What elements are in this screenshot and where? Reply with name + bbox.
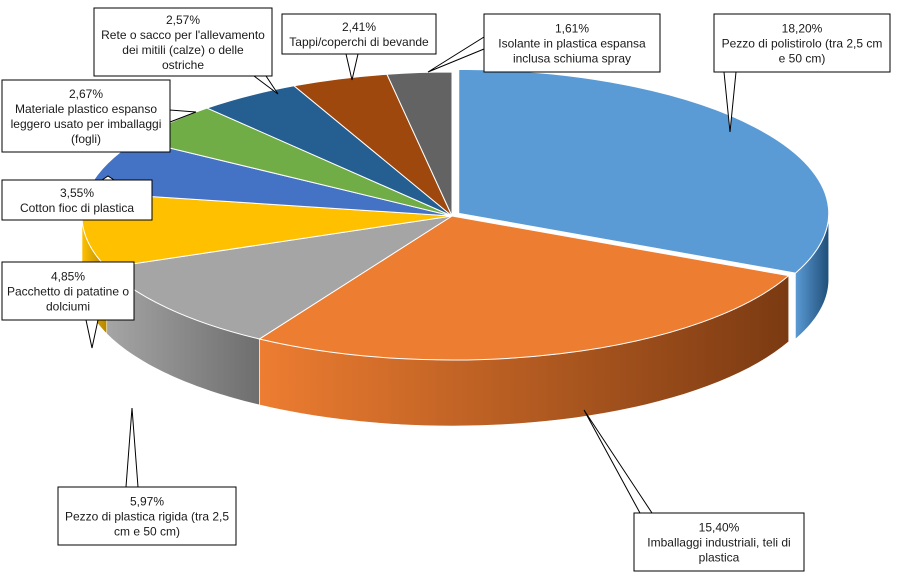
slice-category-label: dei mitili (calze) o delle — [122, 43, 244, 57]
slice-percent-label: 3,55% — [60, 186, 94, 200]
slice-percent-label: 4,85% — [51, 270, 85, 284]
pie-slice — [458, 68, 830, 274]
slice-percent-label: 2,41% — [342, 20, 376, 34]
callout-leader — [85, 319, 99, 349]
slice-category-label: (fogli) — [71, 132, 101, 146]
slice-percent-label: 1,61% — [555, 22, 589, 36]
slice-category-label: dolciumi — [46, 300, 90, 314]
callout-box: 18,20%Pezzo di polistirolo (tra 2,5 cme … — [713, 13, 891, 73]
slice-category-label: Isolante in plastica espansa — [498, 37, 646, 51]
slice-category-label: cm e 50 cm) — [114, 525, 180, 539]
callout-box: 3,55%Cotton fioc di plastica — [1, 179, 153, 221]
callout-boxes: 18,20%Pezzo di polistirolo (tra 2,5 cme … — [1, 7, 891, 572]
slice-category-label: Pezzo di polistirolo (tra 2,5 cm — [722, 37, 883, 51]
callout-frame — [1, 179, 153, 221]
callout-leader — [583, 409, 653, 514]
slice-category-label: Materiale plastico espanso — [15, 102, 157, 116]
callout-box: 15,40%Imballaggi industriali, teli dipla… — [633, 512, 805, 572]
slice-category-label: ostriche — [162, 58, 204, 72]
callout-frame — [1, 79, 171, 153]
slice-percent-label: 2,67% — [69, 87, 103, 101]
slice-category-label: inclusa schiuma spray — [513, 52, 631, 66]
callout-leader — [125, 407, 139, 488]
slice-percent-label: 18,20% — [782, 22, 823, 36]
callout-box: 5,97%Pezzo di plastica rigida (tra 2,5cm… — [57, 486, 237, 546]
callout-frame — [57, 486, 237, 546]
callout-leaders — [85, 36, 737, 514]
callout-box: 2,41%Tappi/coperchi di bevande — [281, 13, 437, 55]
slice-category-label: Imballaggi industriali, teli di — [647, 536, 790, 550]
slice-percent-label: 5,97% — [130, 495, 164, 509]
slice-category-label: e 50 cm) — [779, 52, 826, 66]
slice-category-label: plastica — [699, 551, 740, 565]
callout-box: 1,61%Isolante in plastica espansainclusa… — [483, 13, 661, 73]
callout-frame — [483, 13, 661, 73]
slice-category-label: Tappi/coperchi di bevande — [289, 35, 429, 49]
slice-category-label: leggero usato per imballaggi — [11, 117, 162, 131]
callout-frame — [281, 13, 437, 55]
callout-leader — [345, 53, 359, 81]
callout-frame — [1, 261, 135, 321]
pie-slice — [258, 215, 790, 361]
slice-category-label: Rete o sacco per l'allevamento — [101, 28, 265, 42]
callout-frame — [93, 7, 273, 77]
callout-frame — [633, 512, 805, 572]
slice-category-label: Cotton fioc di plastica — [20, 201, 134, 215]
pie-slice — [386, 71, 453, 217]
slice-percent-label: 15,40% — [699, 521, 740, 535]
slice-category-label: Pacchetto di patatine o — [7, 285, 129, 299]
slice-percent-label: 2,57% — [166, 13, 200, 27]
pie-slices — [81, 68, 830, 361]
slice-category-label: Pezzo di plastica rigida (tra 2,5 — [65, 510, 229, 524]
callout-frame — [713, 13, 891, 73]
